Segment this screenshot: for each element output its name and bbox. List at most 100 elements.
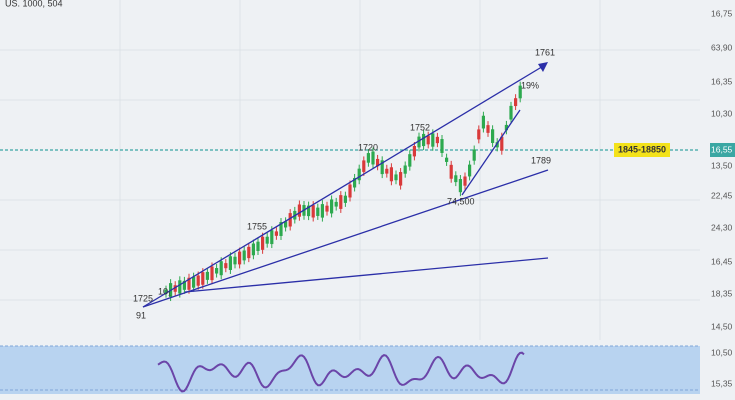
candle-body [412,146,416,157]
candle-body [311,205,315,218]
price-axis: 16,75 63,90 16,35 10,30 16,55 13,50 22,45 24,30… [711,8,733,388]
candle-body [219,261,223,276]
candle-body [514,98,518,107]
candle-body [256,241,260,251]
price-tag-bg [614,143,670,157]
candle-body [297,204,301,217]
candle-body [435,136,439,144]
candle-body [205,271,209,280]
annotation: 1761 [535,47,555,57]
annotation: 1725 [133,293,153,303]
candle-body [348,184,352,198]
candle-body [265,236,269,244]
candle-body [288,213,292,227]
candle-body [472,149,476,161]
annotation: 1755 [247,221,267,231]
candle-body [481,115,485,129]
candle-body [445,157,449,162]
rsi-line [157,351,525,393]
candle-body [408,154,412,167]
axis-label: 14,50 [711,321,733,331]
candle-body [449,164,453,179]
annotation: 91 [136,310,146,320]
candle-body [164,289,168,294]
candle-body [284,221,288,228]
candle-body [380,160,384,175]
axis-label: 13,50 [711,160,733,170]
axis-tag-bg [710,143,735,157]
candle-body [238,251,242,265]
axis-label: 16,55 [711,144,733,154]
annotation: 19% [521,80,539,90]
candle-body [173,285,177,292]
candle-body [215,268,219,274]
rsi-panel [0,346,700,394]
candle-body [486,125,490,133]
candle-body [389,167,393,182]
arrow-head [538,62,548,72]
candle-body [325,205,329,212]
axis-label: 10,30 [711,108,733,118]
candle-body [491,129,495,143]
candle-body [279,222,283,236]
annotation: 1720 [358,142,378,152]
candle-body [394,174,398,181]
candle-body [228,256,232,270]
candle-body [182,280,186,290]
candle-body [371,151,375,165]
candle-body [417,136,421,148]
candle-body [426,135,430,145]
symbol: US. 1000, 504 [5,0,63,8]
candle-body [251,243,255,256]
candle-body [477,129,481,140]
annotation: 74,500 [447,196,475,206]
candle-body [270,230,274,245]
axis-label: 24,30 [711,222,733,232]
annotation: 10₁ [158,286,171,296]
candle-body [330,199,334,214]
axis-label: 16,75 [711,8,733,18]
candle-body [233,256,237,265]
candle-body [422,133,426,147]
candle-body [403,165,407,174]
candle-body [504,124,508,131]
annotation: 1789 [531,155,551,165]
axis-label: 63,90 [711,42,733,52]
candle-body [468,164,472,177]
candle-body [495,142,499,148]
candle-body [440,139,444,153]
candle-body [316,207,320,216]
candle-body [334,201,338,207]
candle-body [353,177,357,188]
candle-body [187,277,191,290]
candle-body [343,195,347,203]
candle-body [518,85,522,99]
candle-body [362,160,366,172]
trendlines [142,64,549,308]
candle-body [261,236,265,250]
candle-body [224,263,228,269]
candle-body [454,175,458,183]
candle-body [509,105,513,120]
candle-body [385,168,389,174]
candle-body [201,272,205,285]
candle-body [210,266,214,281]
axis-label: 18,35 [711,288,733,298]
candle-body [357,168,361,181]
candle-body [242,250,246,261]
candle-body [178,280,182,294]
axis-label: 22,45 [711,190,733,200]
candle-body [366,153,370,163]
axis-label: 15,35 [711,378,733,388]
candle-body [196,275,200,286]
candle-body [376,158,380,167]
candle-body [458,179,462,193]
annotation: 1752 [410,122,430,132]
price-tag: 1845-18850 [618,144,666,154]
axis-label: 10,50 [711,347,733,357]
axis-label: 16,35 [711,76,733,86]
axis-label: 16,45 [711,256,733,266]
candle-body [307,205,311,217]
candle-body [399,172,403,186]
